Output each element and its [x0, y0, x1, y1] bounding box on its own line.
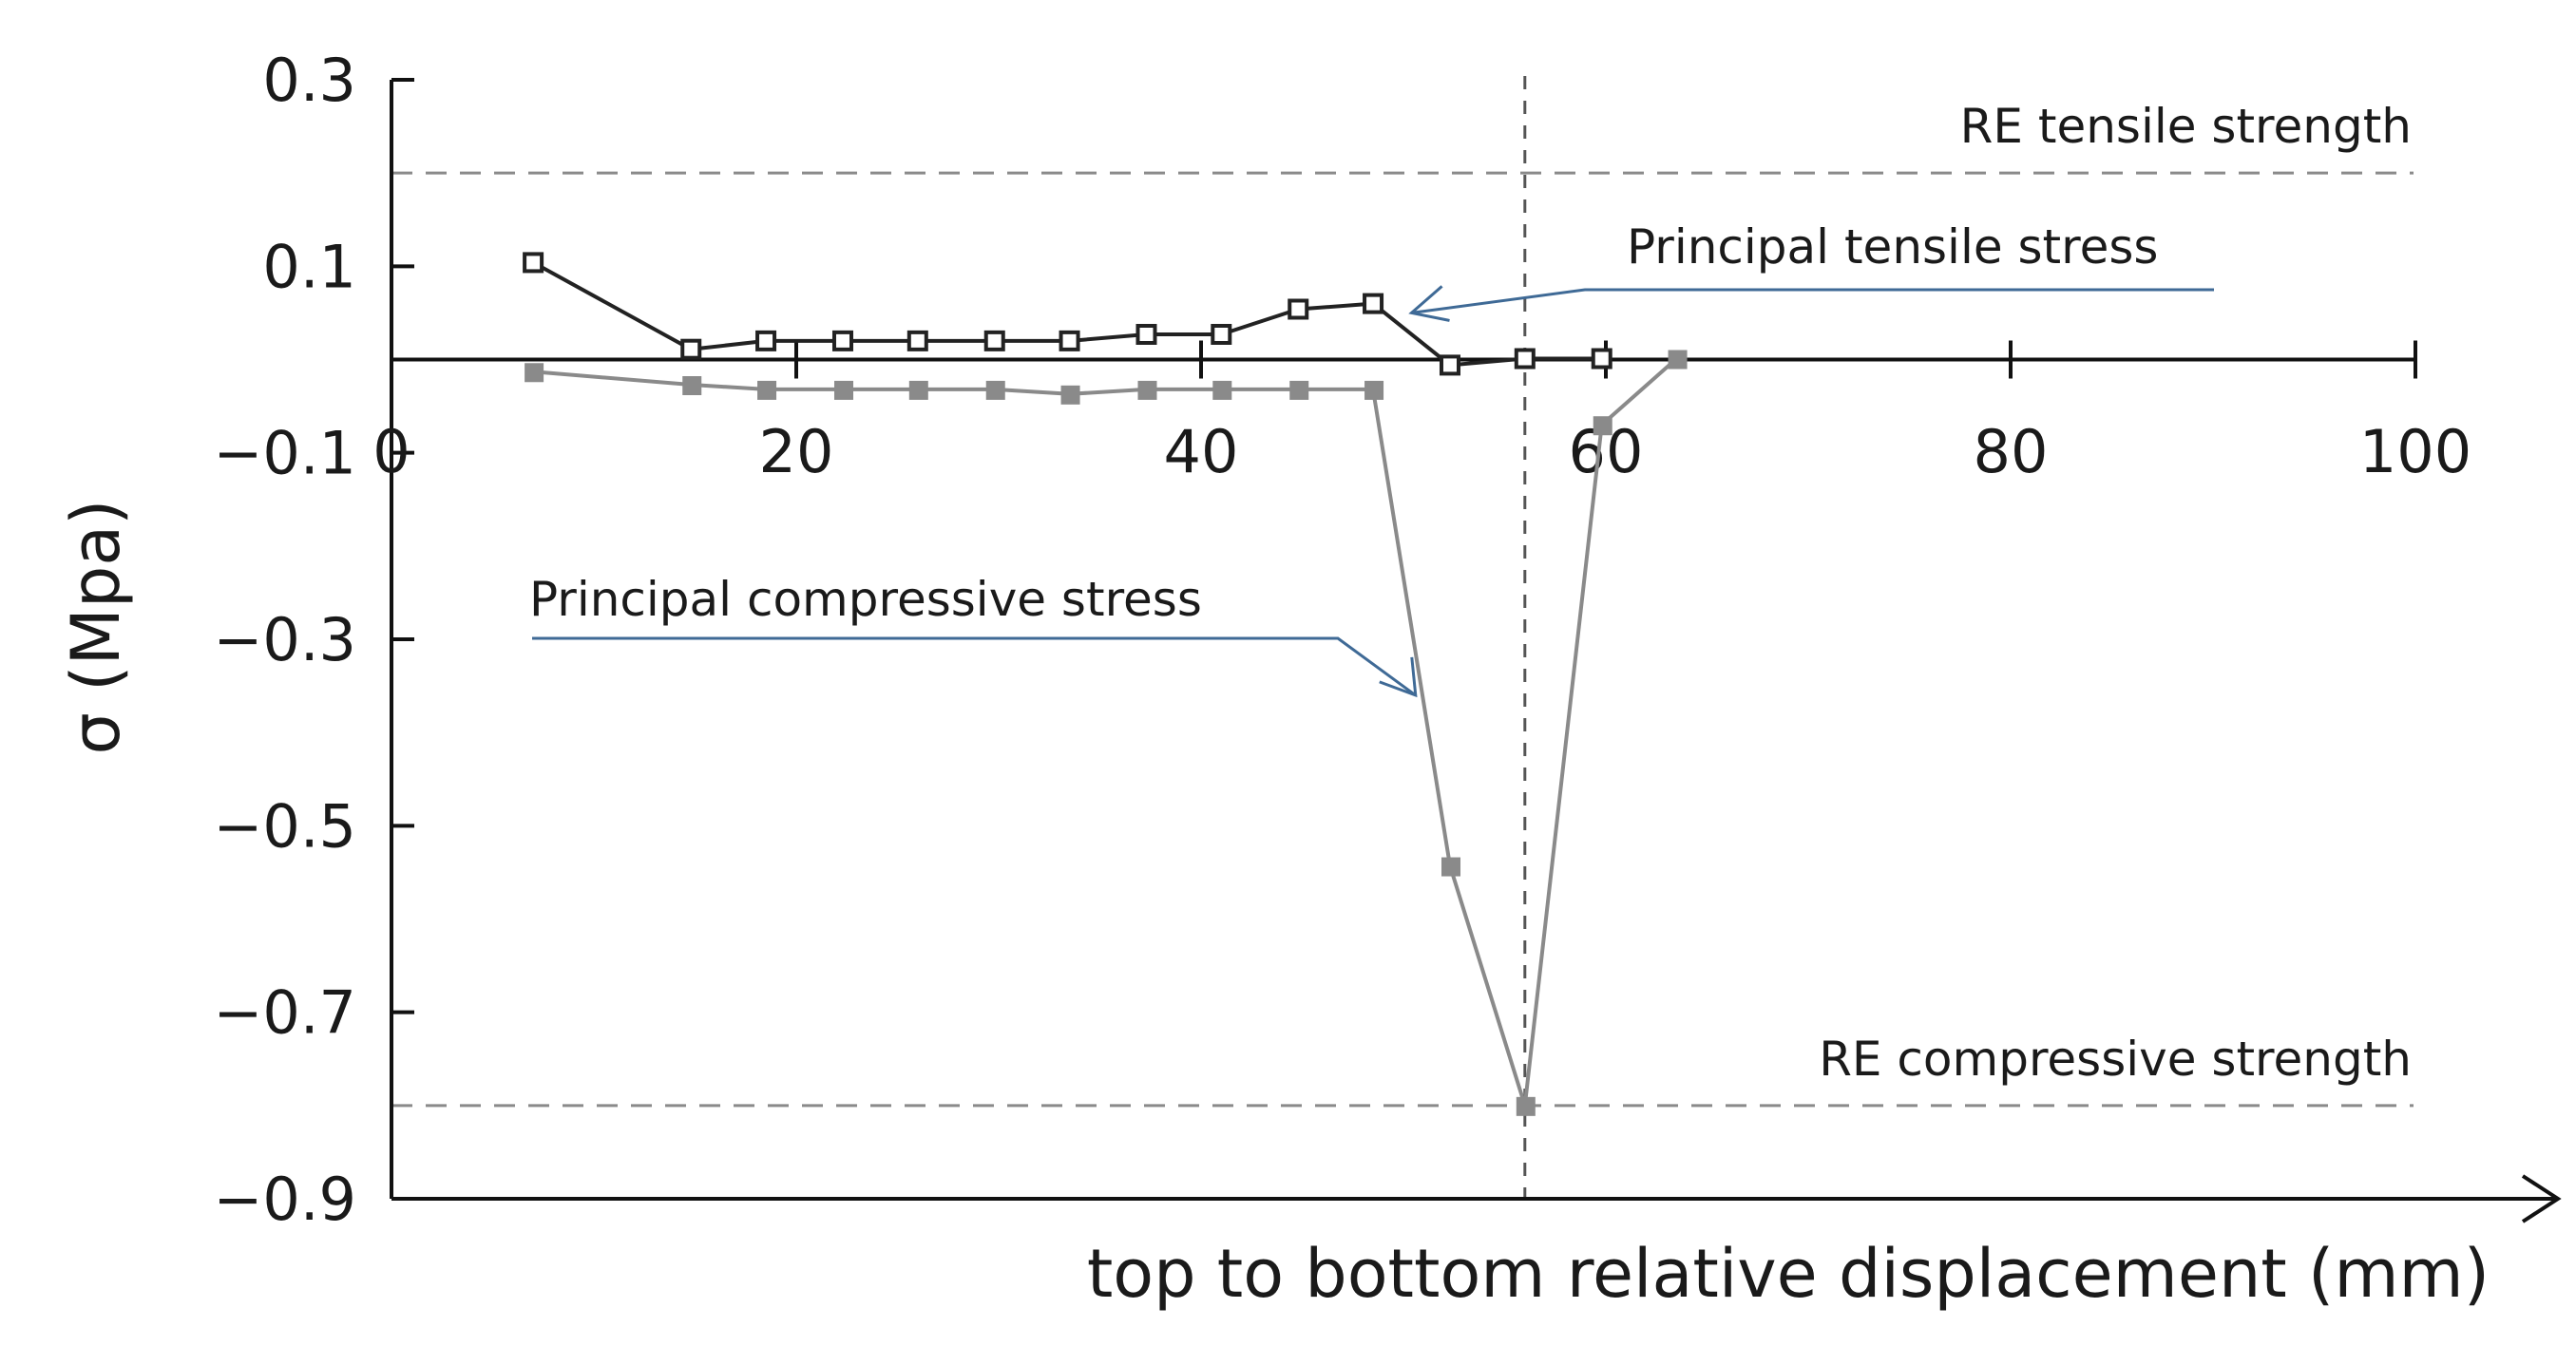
annotation-arrowhead-tensile [1408, 285, 1450, 322]
data-point [523, 252, 544, 274]
data-point [985, 380, 1005, 400]
x-tick-label: 100 [2359, 417, 2471, 486]
data-point [1441, 857, 1460, 877]
data-point [1288, 298, 1309, 320]
axis-titles: top to bottom relative displacement (mm)… [57, 500, 2490, 1313]
data-point [1591, 348, 1612, 370]
data-point [831, 330, 853, 351]
annotation-arrowhead-compressive [1379, 656, 1418, 698]
data-point [1364, 380, 1384, 400]
data-point [1516, 1096, 1536, 1116]
y-tick-label: −0.7 [213, 978, 356, 1048]
annotation-arrow-tensile [1411, 288, 2214, 314]
reference-line-label-0: RE tensile strength [1960, 99, 2412, 154]
data-point [1439, 354, 1460, 376]
data-point [1363, 293, 1384, 314]
y-tick-label: 0.1 [262, 232, 356, 301]
annotation-label-tensile: Principal tensile stress [1627, 219, 2158, 275]
y-tick-label: −0.1 [213, 419, 356, 488]
x-tick-label: 20 [759, 417, 834, 486]
data-point [983, 330, 1005, 351]
data-point [525, 363, 544, 383]
data-point [1668, 350, 1688, 370]
bottom-axis-arrowhead [2521, 1174, 2562, 1223]
data-point [833, 380, 853, 400]
data-point [1137, 380, 1157, 400]
series-line-1 [532, 357, 1678, 1108]
data-point [1059, 330, 1080, 351]
data-point [755, 330, 777, 351]
y-axis-title: σ (Mpa) [57, 500, 135, 755]
data-point [1135, 323, 1157, 345]
x-tick-label: 80 [1974, 417, 2049, 486]
data-point [682, 376, 702, 396]
data-point [680, 338, 702, 360]
reference-lines: RE tensile strength RE compressive streng… [391, 76, 2414, 1202]
data-point [906, 330, 928, 351]
series-line-0 [532, 260, 1602, 368]
y-tick-label: −0.5 [213, 791, 356, 861]
x-tick-label: 0 [372, 417, 410, 486]
data-point [1060, 385, 1080, 405]
x-axis-title: top to bottom relative displacement (mm) [1087, 1235, 2490, 1313]
data-point [1593, 416, 1612, 436]
axes: 0.30.1−0.1−0.3−0.5−0.7−0.90 20 40 60 80 100 [213, 46, 2562, 1234]
x-tick-label: 40 [1164, 417, 1239, 486]
data-point [1212, 380, 1232, 400]
data-point [1211, 323, 1232, 345]
y-tick-label: −0.9 [213, 1165, 356, 1234]
data-point [757, 380, 777, 400]
annotations: Principal tensile stress Principal compre… [529, 219, 2214, 698]
data-series [523, 252, 1688, 1116]
annotation-arrow-compressive [532, 636, 1417, 697]
data-point [1514, 348, 1536, 370]
y-tick-label: 0.3 [262, 46, 356, 115]
data-point [908, 380, 928, 400]
y-tick-label: −0.3 [213, 605, 356, 674]
data-point [1289, 380, 1309, 400]
annotation-label-compressive: Principal compressive stress [529, 572, 1202, 627]
reference-line-label-1: RE compressive strength [1819, 1032, 2412, 1087]
